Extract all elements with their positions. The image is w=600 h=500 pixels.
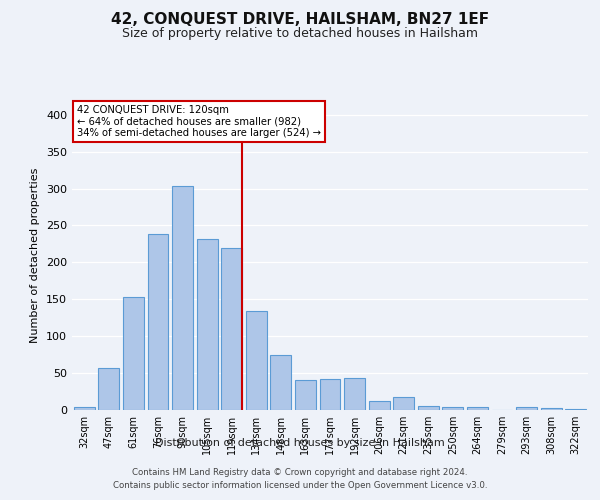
Bar <box>467 407 488 410</box>
Bar <box>221 248 242 410</box>
Bar <box>565 408 586 410</box>
Bar <box>74 407 95 410</box>
Y-axis label: Number of detached properties: Number of detached properties <box>31 168 40 342</box>
Bar <box>442 407 463 410</box>
Bar <box>541 408 562 410</box>
Bar <box>393 398 414 410</box>
Bar <box>271 354 292 410</box>
Text: Contains HM Land Registry data © Crown copyright and database right 2024.: Contains HM Land Registry data © Crown c… <box>132 468 468 477</box>
Bar <box>197 239 218 410</box>
Bar <box>344 378 365 410</box>
Text: 42, CONQUEST DRIVE, HAILSHAM, BN27 1EF: 42, CONQUEST DRIVE, HAILSHAM, BN27 1EF <box>111 12 489 28</box>
Bar <box>295 380 316 410</box>
Bar <box>320 379 340 410</box>
Bar <box>123 297 144 410</box>
Text: Distribution of detached houses by size in Hailsham: Distribution of detached houses by size … <box>155 438 445 448</box>
Text: Contains public sector information licensed under the Open Government Licence v3: Contains public sector information licen… <box>113 480 487 490</box>
Bar <box>172 186 193 410</box>
Bar <box>246 311 267 410</box>
Bar <box>418 406 439 410</box>
Text: 42 CONQUEST DRIVE: 120sqm
← 64% of detached houses are smaller (982)
34% of semi: 42 CONQUEST DRIVE: 120sqm ← 64% of detac… <box>77 104 321 138</box>
Text: Size of property relative to detached houses in Hailsham: Size of property relative to detached ho… <box>122 28 478 40</box>
Bar <box>368 401 389 410</box>
Bar <box>98 368 119 410</box>
Bar <box>148 234 169 410</box>
Bar <box>516 407 537 410</box>
